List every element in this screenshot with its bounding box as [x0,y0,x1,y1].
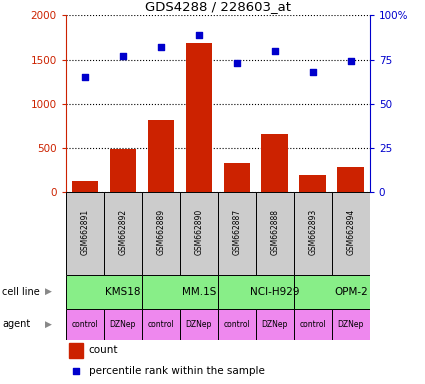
Bar [294,309,332,340]
Text: DZNep: DZNep [337,320,364,329]
Bar [186,43,212,192]
Text: control: control [71,320,98,329]
Text: KMS18: KMS18 [105,287,141,297]
Text: control: control [224,320,250,329]
Text: NCI-H929: NCI-H929 [250,287,300,297]
Bar [180,192,218,275]
Point [309,69,316,75]
Bar [66,275,142,309]
Bar [218,192,256,275]
Text: GSM662891: GSM662891 [80,209,89,255]
Bar [69,343,82,358]
Bar [332,309,370,340]
Bar [142,309,180,340]
Point [233,60,240,66]
Text: agent: agent [2,319,30,329]
Bar [332,192,370,275]
Text: ▶: ▶ [45,320,52,329]
Text: DZNep: DZNep [110,320,136,329]
Bar [104,309,142,340]
Bar [261,134,288,192]
Bar [337,167,364,192]
Text: GSM662893: GSM662893 [308,209,317,255]
Text: control: control [299,320,326,329]
Point [196,32,202,38]
Bar [180,309,218,340]
Text: ▶: ▶ [45,287,52,296]
Text: GSM662889: GSM662889 [156,209,165,255]
Text: GSM662888: GSM662888 [270,209,279,255]
Text: GSM662887: GSM662887 [232,209,241,255]
Bar [66,192,104,275]
Text: OPM-2: OPM-2 [334,287,368,297]
Bar [256,309,294,340]
Text: DZNep: DZNep [186,320,212,329]
Point [157,44,164,50]
Bar [256,192,294,275]
Bar [104,192,142,275]
Point [347,58,354,65]
Text: GSM662892: GSM662892 [118,209,127,255]
Text: control: control [147,320,174,329]
Bar [218,275,294,309]
Text: DZNep: DZNep [262,320,288,329]
Bar [147,121,174,192]
Bar [300,175,326,192]
Bar [224,163,250,192]
Point [272,48,278,54]
Text: percentile rank within the sample: percentile rank within the sample [89,366,264,376]
Bar [71,180,98,192]
Text: cell line: cell line [2,287,40,297]
Title: GDS4288 / 228603_at: GDS4288 / 228603_at [145,0,291,13]
Bar [218,309,256,340]
Point [72,368,79,374]
Text: GSM662894: GSM662894 [346,209,355,255]
Text: GSM662890: GSM662890 [194,209,203,255]
Bar [294,192,332,275]
Text: count: count [89,345,118,355]
Bar [110,149,136,192]
Bar [66,309,104,340]
Text: MM.1S: MM.1S [181,287,216,297]
Bar [294,275,370,309]
Bar [142,192,180,275]
Point [82,74,88,80]
Point [119,53,126,59]
Bar [142,275,218,309]
